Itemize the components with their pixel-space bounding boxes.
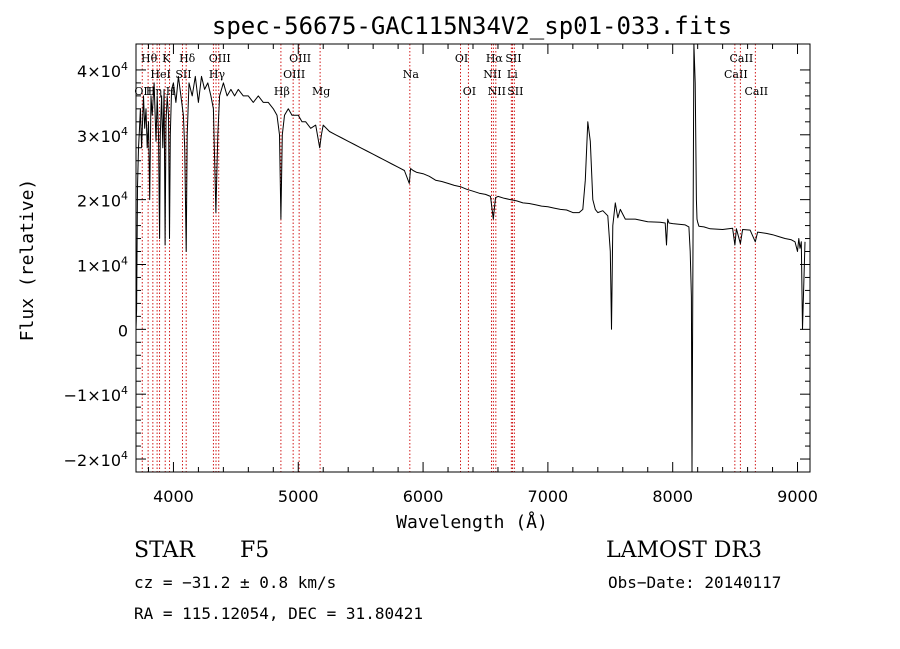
- y-tick-label: 1×104: [77, 254, 128, 275]
- y-tick-mantissa: −1×10: [64, 386, 121, 405]
- y-tick-exponent: 4: [121, 190, 128, 203]
- x-tick-label: 4000: [153, 487, 194, 506]
- line-marker-label: Hβ: [274, 85, 290, 98]
- x-tick-label: 6000: [403, 487, 444, 506]
- y-tick-label: 4×104: [77, 60, 128, 81]
- line-marker-label: H: [166, 85, 176, 98]
- line-marker-label: OIII: [209, 52, 231, 65]
- y-tick-label: −2×104: [64, 449, 128, 470]
- y-tick-mantissa: 1×10: [77, 256, 121, 275]
- y-tick-exponent: 4: [121, 384, 128, 397]
- y-tick-label: 3×104: [77, 125, 128, 146]
- line-marker-label: K: [162, 52, 171, 65]
- line-markers: [141, 44, 756, 472]
- coordinates-readout: RA = 115.12054, DEC = 31.80421: [134, 604, 423, 623]
- line-marker-label: Mg: [312, 85, 330, 98]
- survey-name: LAMOST DR3: [606, 538, 762, 563]
- y-tick-mantissa: 4×10: [77, 62, 121, 81]
- line-marker-label: OIII: [289, 52, 311, 65]
- velocity-readout: cz = −31.2 ± 0.8 km/s: [134, 573, 337, 592]
- line-marker-label: Na: [403, 68, 420, 81]
- chart-title: spec-56675-GAC115N34V2_sp01-033.fits: [212, 12, 732, 40]
- x-tick-labels: 4000 5000 6000 7000 8000 9000: [153, 487, 818, 506]
- y-tick-label: −1×104: [64, 384, 128, 405]
- x-tick-label: 8000: [652, 487, 693, 506]
- line-marker-label: NII: [488, 85, 506, 98]
- line-marker-label: SII: [175, 68, 191, 81]
- x-tick-label: 7000: [528, 487, 569, 506]
- line-marker-label: Hα: [486, 52, 504, 65]
- line-marker-label: CaII: [744, 85, 768, 98]
- line-marker-label: CaII: [730, 52, 754, 65]
- line-marker-label: Hδ: [179, 52, 196, 65]
- spectrum-line: [135, 43, 806, 473]
- line-marker-label: CaII: [724, 68, 748, 81]
- line-marker-label: OI: [455, 52, 468, 65]
- y-tick-mantissa: −2×10: [64, 451, 121, 470]
- x-tick-label: 5000: [278, 487, 319, 506]
- y-axis-label: Flux (relative): [17, 179, 38, 342]
- plot-frame: [135, 43, 811, 473]
- x-tick-label: 9000: [777, 487, 818, 506]
- y-tick-label: 2×104: [77, 190, 128, 211]
- y-tick-mantissa: 0: [118, 321, 128, 340]
- y-tick-exponent: 4: [121, 254, 128, 267]
- line-marker-label: OI: [463, 85, 476, 98]
- object-subclass: F5: [240, 538, 270, 563]
- observation-date: Obs−Date: 20140117: [608, 573, 782, 592]
- y-tick-exponent: 4: [121, 449, 128, 462]
- axis-ticks: [136, 44, 810, 472]
- line-marker-label: NII: [483, 68, 501, 81]
- line-marker-label: SII: [507, 85, 523, 98]
- line-marker-label: Hγ: [209, 68, 226, 81]
- line-marker-label: Li: [507, 68, 518, 81]
- y-tick-mantissa: 3×10: [77, 127, 121, 146]
- y-tick-mantissa: 2×10: [77, 192, 121, 211]
- y-tick-exponent: 4: [121, 60, 128, 73]
- line-marker-label: OII: [134, 85, 152, 98]
- line-marker-label: SII: [505, 52, 521, 65]
- y-tick-exponent: 4: [121, 125, 128, 138]
- line-marker-label: HeI: [150, 68, 170, 81]
- x-axis-label: Wavelength (Å): [396, 511, 548, 533]
- line-marker-label: OIII: [283, 68, 305, 81]
- line-marker-labels: OIIHθHηHeIKHSIIHδHγOIIIHβOIIIOIIIMgNaOIO…: [134, 52, 768, 98]
- y-tick-label: 0: [118, 321, 128, 340]
- object-class: STAR: [134, 538, 195, 563]
- line-marker-label: Hθ: [141, 52, 158, 65]
